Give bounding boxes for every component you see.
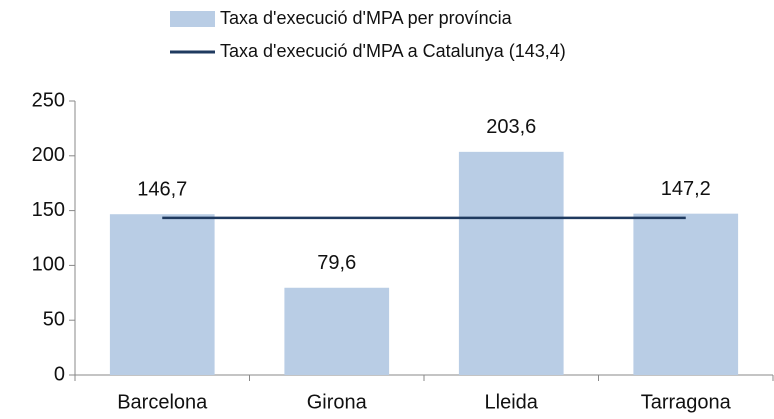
legend-swatch bbox=[170, 11, 215, 27]
y-tick-label: 200 bbox=[32, 144, 65, 166]
bar bbox=[284, 287, 390, 375]
x-tick-label: Tarragona bbox=[641, 391, 732, 413]
bar bbox=[458, 151, 564, 375]
bar bbox=[109, 214, 215, 375]
y-tick-label: 50 bbox=[43, 308, 65, 330]
y-tick-label: 250 bbox=[32, 89, 65, 111]
value-label: 146,7 bbox=[137, 178, 187, 200]
y-tick-label: 150 bbox=[32, 199, 65, 221]
x-tick-label: Lleida bbox=[485, 391, 539, 413]
x-tick-label: Barcelona bbox=[117, 391, 208, 413]
y-tick-label: 100 bbox=[32, 254, 65, 276]
x-tick-label: Girona bbox=[307, 391, 368, 413]
y-tick-label: 0 bbox=[54, 363, 65, 385]
legend-label: Taxa d'execució d'MPA per província bbox=[220, 8, 513, 28]
value-label: 147,2 bbox=[661, 178, 711, 200]
value-label: 79,6 bbox=[317, 252, 356, 274]
bar bbox=[633, 213, 739, 375]
value-label: 203,6 bbox=[486, 116, 536, 138]
legend-label: Taxa d'execució d'MPA a Catalunya (143,4… bbox=[220, 41, 566, 61]
